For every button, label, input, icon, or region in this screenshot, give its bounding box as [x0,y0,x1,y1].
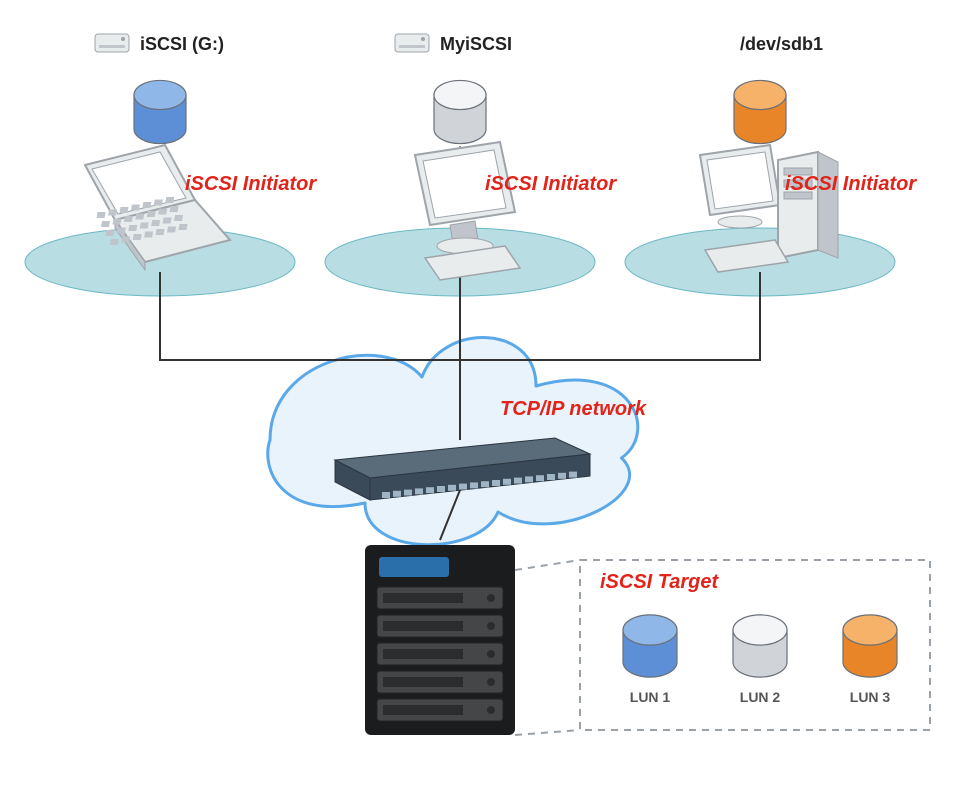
target-title: iSCSI Target [600,571,720,593]
mount-label: MyiSCSI [440,34,512,54]
drive-icon [395,34,429,52]
mount-label: /dev/sdb1 [740,34,823,54]
initiator-label: iSCSI Initiator [485,173,617,195]
lun-label: LUN 1 [630,689,671,705]
desktop-icon [415,142,520,280]
volume-cylinder-icon [434,80,486,143]
initiator-label: iSCSI Initiator [785,173,917,195]
lun-cylinder-icon [733,615,787,677]
lun-cylinder-icon [623,615,677,677]
lun-label: LUN 3 [850,689,891,705]
initiator-label: iSCSI Initiator [185,173,317,195]
lun-cylinder-icon [843,615,897,677]
volume-cylinder-icon [734,80,786,143]
nas-storage-icon [365,545,515,735]
drive-icon [95,34,129,52]
volume-cylinder-icon [134,80,186,143]
lun-label: LUN 2 [740,689,781,705]
network-label: TCP/IP network [500,398,647,420]
mount-label: iSCSI (G:) [140,34,224,54]
iscsi-topology-diagram: iSCSI (G:) iSCSI Initiator MyiSCSI iSCSI In… [0,0,974,786]
